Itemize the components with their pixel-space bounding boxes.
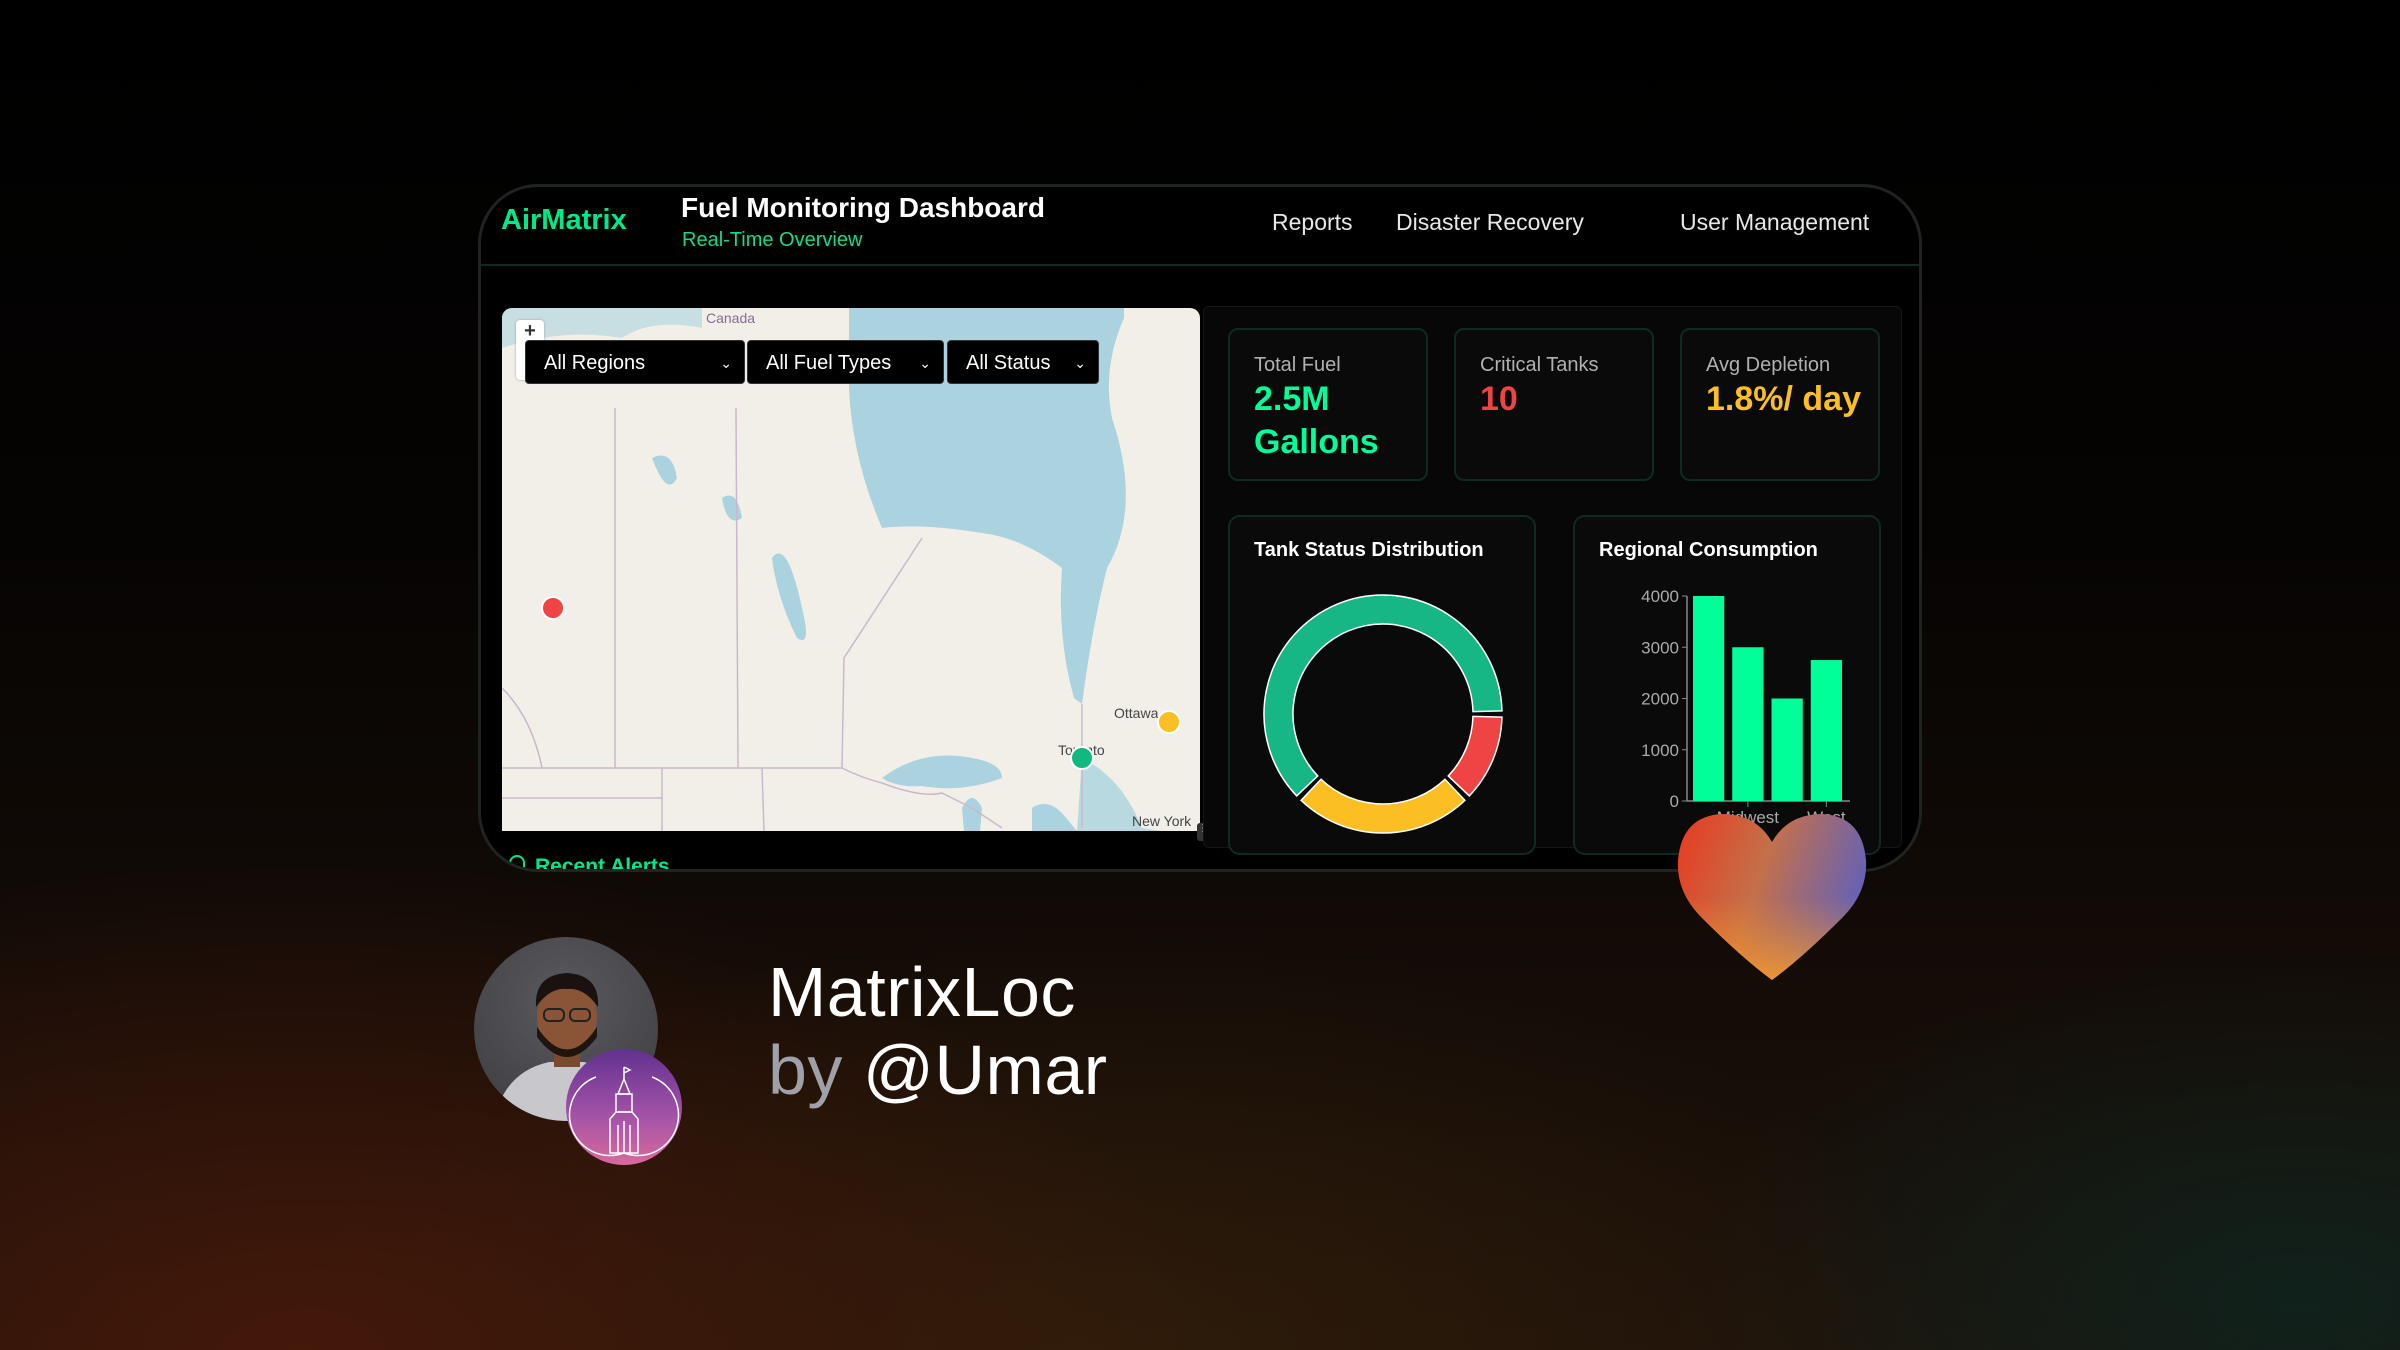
regional-consumption-chart-card: Regional Consumption 0 1000 2000 3000 4000 Mi… (1573, 515, 1881, 855)
donut-chart (1263, 594, 1503, 834)
donut-slice[interactable] (1447, 715, 1503, 797)
brand-logo[interactable]: AirMatrix (501, 204, 627, 236)
chart-title: Regional Consumption (1599, 539, 1818, 561)
author-line: by @Umar (768, 1030, 1108, 1110)
map-marker-critical[interactable] (541, 596, 565, 620)
donut-slice[interactable] (1263, 594, 1503, 797)
y-tick-label: 3000 (1641, 638, 1679, 657)
avatar (474, 937, 658, 1121)
chevron-down-icon: ⌄ (919, 355, 931, 371)
chart-title: Tank Status Distribution (1254, 539, 1484, 561)
y-tick-label: 2000 (1641, 690, 1679, 709)
status-filter-value: All Status (966, 352, 1051, 374)
y-tick-label: 1000 (1641, 741, 1679, 760)
stat-value: 1.8%/ day (1706, 380, 1861, 418)
nav-reports[interactable]: Reports (1272, 209, 1353, 235)
map-tiles (502, 308, 1162, 831)
map-marker-normal[interactable] (1070, 746, 1094, 770)
bar-chart: 01000200030004000MidwestWest (1641, 587, 1850, 827)
bell-icon (509, 855, 525, 869)
map-marker-warning[interactable] (1157, 710, 1181, 734)
stat-value: 2.5M Gallons (1254, 380, 1379, 461)
stat-label: Total Fuel (1254, 354, 1341, 376)
status-filter-select[interactable]: All Status ⌄ (947, 340, 1099, 384)
donut-slice[interactable] (1300, 778, 1466, 834)
page-title: Fuel Monitoring Dashboard (681, 192, 1045, 223)
bar[interactable] (1810, 660, 1842, 801)
fuel-type-filter-select[interactable]: All Fuel Types ⌄ (747, 340, 944, 384)
bar[interactable] (1732, 647, 1764, 801)
stat-card-critical-tanks: Critical Tanks 10 (1454, 328, 1654, 481)
clock-tower-logo-icon (568, 1066, 680, 1157)
y-tick-label: 4000 (1641, 587, 1679, 606)
by-label: by (768, 1031, 843, 1109)
stat-card-total-fuel: Total Fuel 2.5M Gallons (1228, 328, 1428, 481)
map-label-ottawa: Ottawa (1114, 705, 1159, 721)
page-subtitle: Real-Time Overview (682, 229, 863, 251)
stat-label: Avg Depletion (1706, 354, 1831, 376)
stat-value: 10 (1480, 380, 1518, 418)
fuel-type-filter-value: All Fuel Types (766, 352, 892, 374)
header-divider (481, 264, 1919, 266)
map-label-canada: Canada (706, 310, 756, 326)
dashboard-window: AirMatrix Fuel Monitoring Dashboard Real… (478, 184, 1922, 872)
bar[interactable] (1693, 596, 1725, 801)
bar[interactable] (1771, 698, 1803, 802)
app-name: MatrixLoc (768, 953, 1076, 1031)
heart-icon[interactable] (1672, 808, 1872, 988)
nav-disaster-recovery[interactable]: Disaster Recovery (1396, 209, 1584, 235)
region-filter-value: All Regions (544, 352, 646, 374)
chevron-down-icon: ⌄ (720, 355, 732, 371)
stats-panel: Total Fuel 2.5M Gallons Critical Tanks 1… (1203, 306, 1902, 855)
map[interactable]: + All Regions ⌄ All Fuel Types ⌄ All Sta… (502, 308, 1200, 831)
stat-card-avg-depletion: Avg Depletion 1.8%/ day (1680, 328, 1880, 481)
map-label-new-york: New York (1132, 813, 1192, 829)
tank-status-chart-card: Tank Status Distribution (1228, 515, 1536, 855)
y-tick-label: 0 (1670, 792, 1679, 811)
chevron-down-icon: ⌄ (1074, 355, 1086, 371)
stat-label: Critical Tanks (1480, 354, 1599, 376)
recent-alerts-heading: Recent Alerts (535, 855, 670, 872)
region-filter-select[interactable]: All Regions ⌄ (525, 340, 745, 384)
organization-badge (566, 1049, 682, 1165)
author-handle[interactable]: @Umar (862, 1031, 1108, 1109)
nav-user-management[interactable]: User Management (1680, 209, 1870, 235)
